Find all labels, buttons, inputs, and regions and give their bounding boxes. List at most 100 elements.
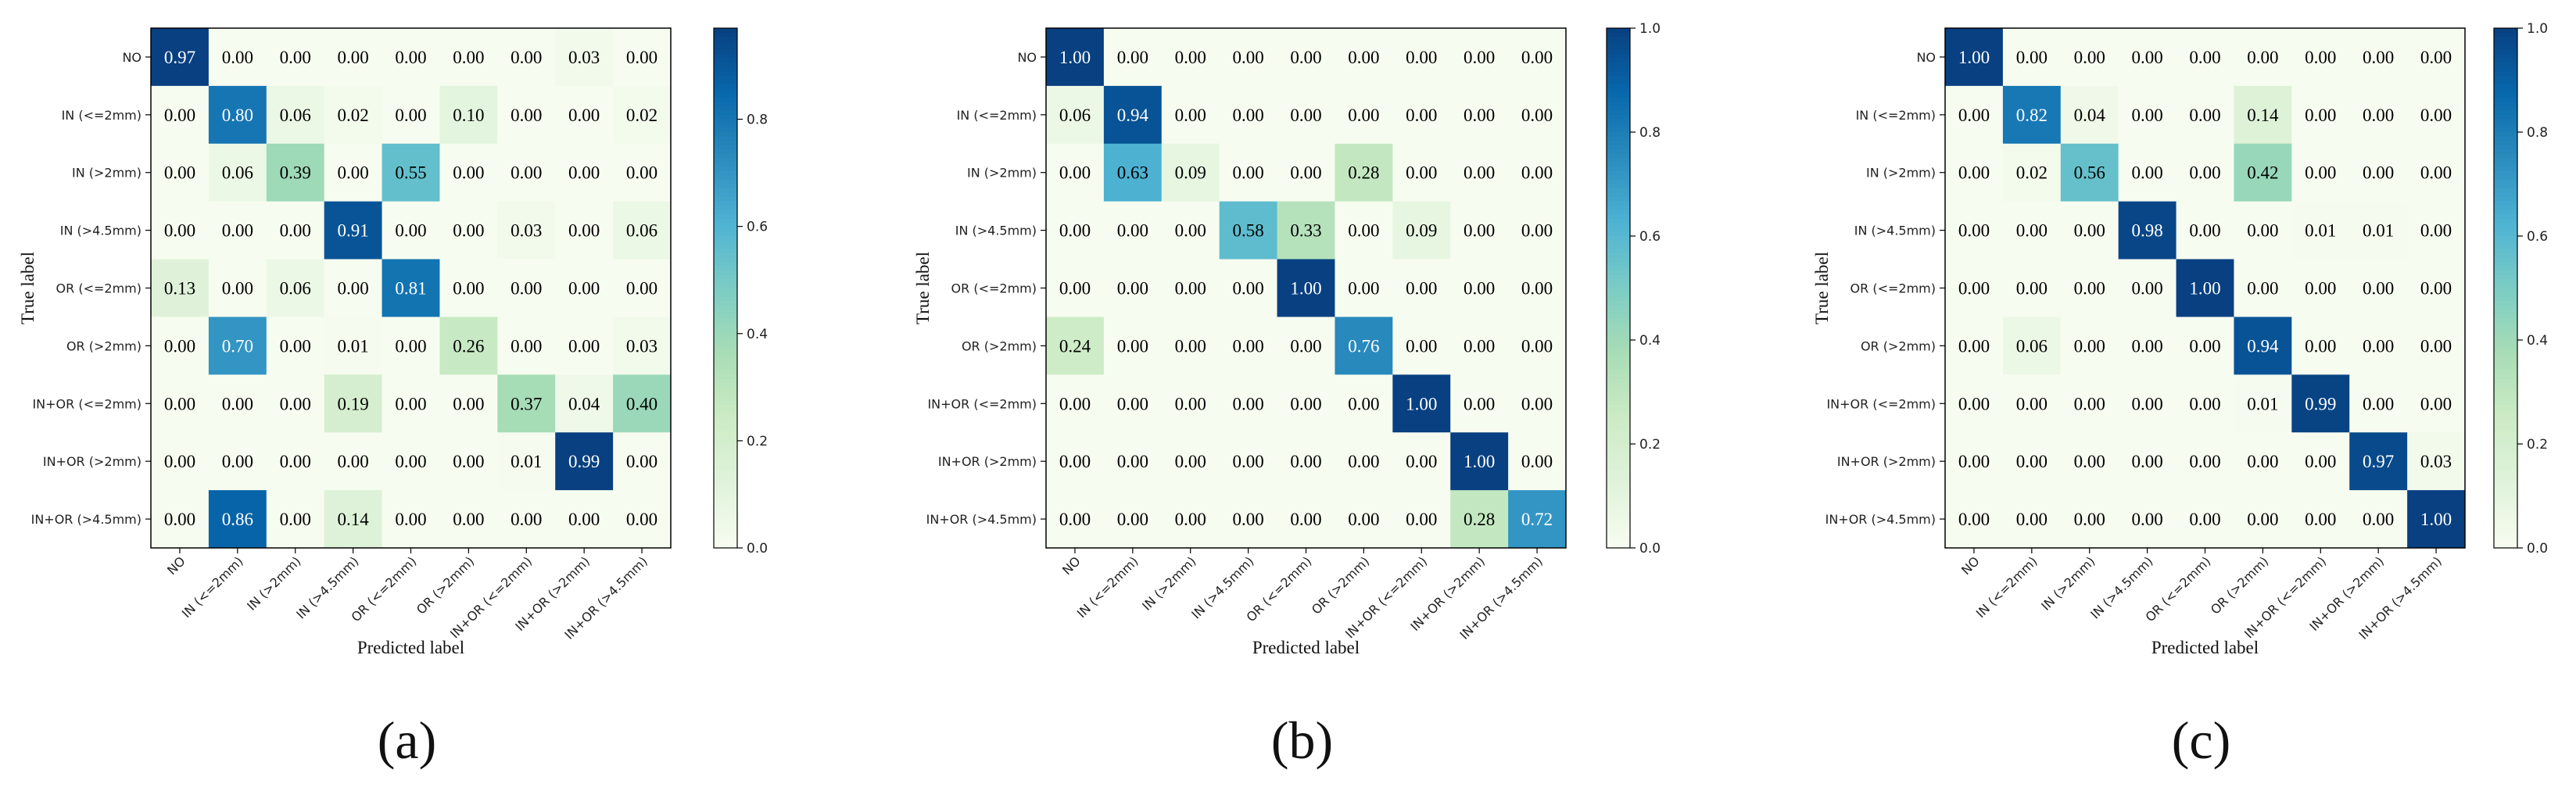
colorbar-segment	[714, 179, 737, 185]
colorbar-segment	[714, 296, 737, 302]
colorbar-segment	[1607, 63, 1630, 68]
colorbar-segment	[2494, 435, 2517, 441]
heatmap-cell	[1335, 28, 1393, 87]
cell-value-label: 0.33	[1290, 221, 1321, 241]
colorbar-segment	[2494, 240, 2517, 245]
heatmap-cell	[2407, 201, 2466, 260]
colorbar-segment	[1607, 392, 1630, 397]
colorbar-segment	[1607, 136, 1630, 141]
cell-value-label: 0.04	[568, 394, 600, 413]
cell-value-label: 0.00	[2247, 452, 2278, 471]
cell-value-label: 0.00	[2016, 48, 2048, 67]
colorbar-segment	[2494, 262, 2517, 267]
colorbar-segment	[714, 400, 737, 406]
heatmap-cell	[382, 317, 440, 375]
colorbar-segment	[714, 482, 737, 489]
heatmap-cell	[1392, 143, 1451, 202]
cell-value-label: 0.00	[164, 163, 195, 183]
colorbar-segment	[714, 283, 737, 289]
x-tick-label: IN (<=2mm)	[1074, 553, 1141, 621]
heatmap-cell	[1392, 490, 1451, 549]
y-tick-label: IN (>4.5mm)	[60, 224, 142, 238]
colorbar-segment	[2494, 426, 2517, 431]
cell-value-label: 0.06	[1059, 106, 1091, 125]
heatmap-cell	[1277, 259, 1335, 317]
cell-value-label: 0.19	[337, 394, 368, 413]
colorbar-segment	[2494, 49, 2517, 55]
colorbar-segment	[1607, 357, 1630, 363]
cell-value-label: 0.09	[1175, 163, 1206, 183]
colorbar-segment	[1607, 58, 1630, 63]
cell-value-label: 0.01	[2363, 221, 2394, 241]
cell-value-label: 0.00	[1464, 163, 1495, 183]
colorbar-segment	[1607, 66, 1630, 73]
heatmap-cell	[613, 490, 672, 549]
x-axis-title: Predicted label	[1252, 638, 1360, 657]
cell-value-label: 0.00	[568, 336, 600, 356]
colorbar-segment	[1607, 396, 1630, 402]
cell-value-label: 0.00	[1175, 452, 1206, 471]
colorbar-segment	[2494, 245, 2517, 250]
cell-value-label: 0.00	[1117, 510, 1148, 529]
cell-value-label: 0.00	[511, 336, 542, 356]
cell-value-label: 0.24	[1059, 336, 1091, 356]
heatmap-cell	[2407, 490, 2466, 549]
colorbar-segment	[2494, 28, 2517, 34]
y-tick-label: OR (<=2mm)	[1850, 281, 1936, 296]
colorbar-segment	[1607, 209, 1630, 215]
colorbar-segment	[714, 301, 737, 306]
heatmap-cell	[1161, 143, 1220, 202]
colorbar-segment	[1607, 153, 1630, 159]
heatmap-cell	[2291, 317, 2350, 375]
heatmap-cell	[497, 143, 556, 202]
heatmap-cell	[1508, 28, 1567, 87]
heatmap-cell	[2176, 85, 2234, 145]
cell-value-label: 0.09	[1406, 221, 1437, 241]
cell-value-label: 0.00	[222, 452, 253, 471]
colorbar-segment	[1607, 240, 1630, 245]
colorbar-segment	[2494, 474, 2517, 479]
colorbar-segment	[714, 231, 737, 237]
heatmap-cell	[2002, 490, 2062, 549]
colorbar-segment	[2494, 266, 2517, 271]
colorbar-segment	[1607, 509, 1630, 514]
colorbar-segment	[2494, 504, 2517, 510]
colorbar-segment	[2494, 209, 2517, 215]
colorbar-segment	[714, 119, 737, 124]
heatmap-cell	[1945, 259, 2004, 317]
cell-value-label: 0.26	[453, 336, 484, 356]
heatmap-cell	[151, 28, 210, 87]
cell-value-label: 0.00	[2363, 48, 2394, 67]
cell-value-label: 0.02	[626, 106, 657, 125]
heatmap-cell	[208, 201, 267, 260]
cell-value-label: 0.00	[626, 452, 657, 471]
cell-value-label: 0.00	[2189, 394, 2220, 413]
colorbar-segment	[1607, 301, 1630, 306]
colorbar-segment	[1607, 114, 1630, 120]
colorbar-segment	[2494, 374, 2517, 380]
y-tick-label: IN (>4.5mm)	[955, 224, 1037, 238]
colorbar-tick-label: 0.6	[2527, 229, 2548, 245]
heatmap-cell	[151, 85, 210, 145]
colorbar-segment	[714, 227, 737, 233]
heatmap-cell	[439, 317, 498, 375]
cell-value-label: 0.97	[164, 48, 195, 67]
colorbar-segment	[1607, 413, 1630, 419]
heatmap-cell	[1392, 317, 1451, 375]
colorbar-segment	[2494, 127, 2517, 133]
y-tick-label: IN+OR (<=2mm)	[927, 396, 1037, 411]
heatmap-cell	[1335, 201, 1393, 260]
cell-value-label: 0.00	[1175, 510, 1206, 529]
colorbar-segment	[2494, 539, 2517, 545]
colorbar-segment	[1607, 431, 1630, 436]
cell-value-label: 0.00	[453, 279, 484, 299]
heatmap-cell	[1508, 143, 1567, 202]
cell-value-label: 0.00	[1290, 163, 1321, 183]
y-tick-label: OR (>2mm)	[1861, 338, 1936, 353]
cell-value-label: 1.00	[1290, 279, 1321, 299]
cell-value-label: 0.00	[2189, 510, 2220, 529]
heatmap-cell	[1450, 374, 1509, 433]
cell-value-label: 0.00	[1406, 510, 1437, 529]
cell-value-label: 0.01	[2247, 394, 2278, 413]
colorbar-segment	[2494, 106, 2517, 111]
